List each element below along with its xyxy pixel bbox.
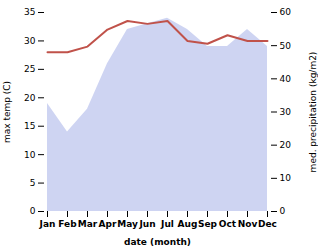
- svg-text:0: 0: [30, 206, 36, 216]
- svg-text:10: 10: [24, 150, 36, 160]
- svg-text:10: 10: [280, 173, 292, 183]
- svg-text:date (month): date (month): [124, 237, 191, 247]
- svg-text:Aug: Aug: [178, 219, 198, 229]
- svg-text:Mar: Mar: [78, 219, 98, 229]
- svg-text:med. precipitation (kg/m2): med. precipitation (kg/m2): [308, 52, 318, 173]
- svg-text:5: 5: [30, 178, 36, 188]
- svg-text:20: 20: [280, 140, 292, 150]
- svg-text:Jan: Jan: [39, 219, 56, 229]
- svg-text:Feb: Feb: [58, 219, 77, 229]
- svg-text:60: 60: [280, 7, 292, 17]
- svg-text:35: 35: [24, 7, 35, 17]
- svg-text:25: 25: [24, 64, 35, 74]
- svg-text:50: 50: [280, 41, 292, 51]
- svg-text:0: 0: [280, 206, 286, 216]
- svg-text:20: 20: [24, 93, 36, 103]
- svg-text:Jul: Jul: [160, 219, 174, 229]
- svg-text:May: May: [117, 219, 138, 229]
- svg-text:30: 30: [24, 36, 36, 46]
- svg-text:30: 30: [280, 107, 292, 117]
- svg-text:40: 40: [280, 74, 292, 84]
- svg-text:Apr: Apr: [99, 219, 117, 229]
- svg-text:Jun: Jun: [138, 219, 155, 229]
- svg-text:15: 15: [24, 121, 35, 131]
- svg-text:Dec: Dec: [258, 219, 277, 229]
- svg-text:Nov: Nov: [238, 219, 258, 229]
- svg-text:Oct: Oct: [219, 219, 237, 229]
- svg-text:Sep: Sep: [198, 219, 218, 229]
- svg-text:max temp (C): max temp (C): [2, 81, 12, 143]
